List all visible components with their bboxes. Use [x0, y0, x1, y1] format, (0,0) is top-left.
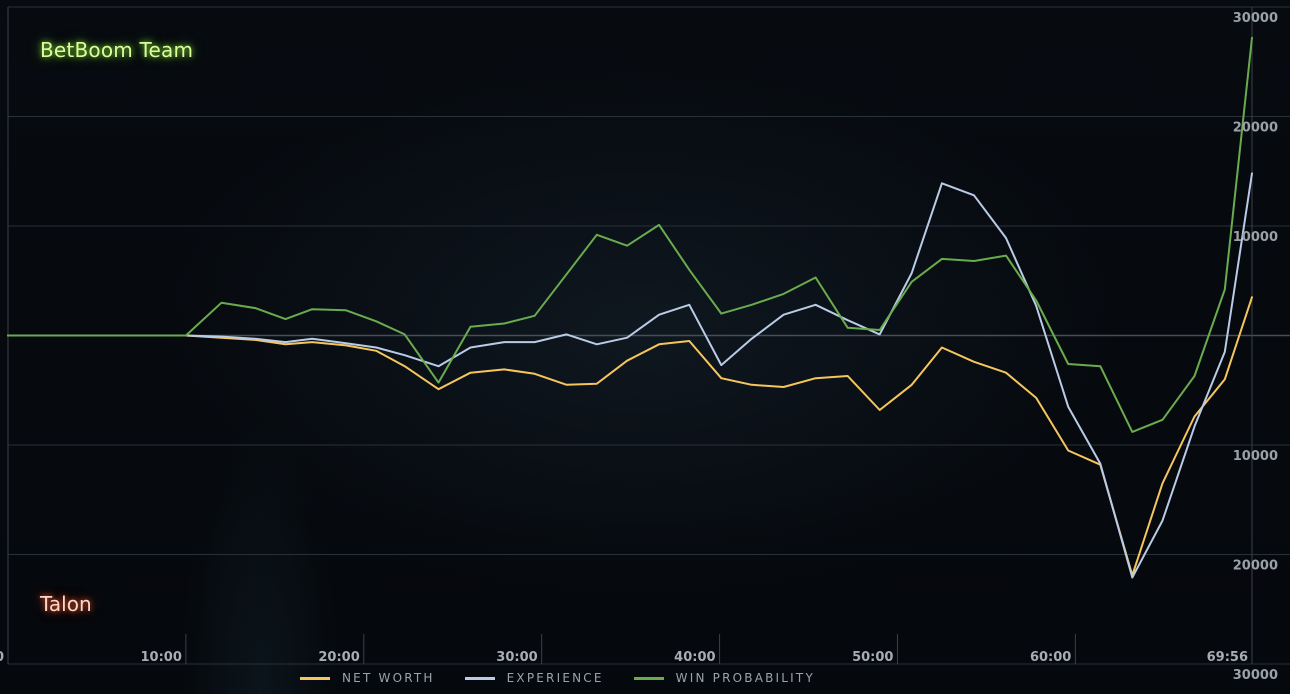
legend-item-net-worth[interactable]: NET WORTH — [300, 671, 435, 685]
y-tick-label: 20000 — [1233, 121, 1278, 136]
x-tick-label: 10:00 — [141, 650, 182, 665]
legend-item-win-probability[interactable]: WIN PROBABILITY — [633, 671, 815, 685]
series-line-win-probability — [7, 36, 1253, 433]
legend-item-experience[interactable]: EXPERIENCE — [464, 671, 604, 685]
x-tick-label: 69:56 — [1207, 650, 1248, 665]
x-tick-label: 50:00 — [852, 650, 893, 665]
x-tick-label: 60:00 — [1030, 650, 1071, 665]
background-glow — [180, 420, 340, 694]
legend-swatch-experience — [464, 676, 495, 680]
legend-swatch-win-probability — [633, 676, 664, 680]
y-tick-label: 30000 — [1233, 11, 1278, 26]
y-tick-label: 10000 — [1233, 449, 1278, 464]
axis-labels: 30000 20000 10000 10000 20000 30000 :00 10:00 20… — [0, 11, 1278, 683]
legend-label-experience: EXPERIENCE — [506, 671, 604, 685]
team-bottom-label: Talon — [40, 592, 92, 616]
x-tick-label: :00 — [0, 650, 4, 665]
legend-label-win-probability: WIN PROBABILITY — [675, 671, 815, 685]
y-tick-label: 20000 — [1233, 559, 1278, 574]
legend-label-net-worth: NET WORTH — [342, 671, 435, 685]
y-tick-label: 30000 — [1233, 668, 1278, 683]
chart-legend: NET WORTH EXPERIENCE WIN PROBABILITY — [300, 668, 815, 688]
team-top-label: BetBoom Team — [40, 38, 194, 62]
x-tick-label: 30:00 — [496, 650, 537, 665]
x-tick-label: 20:00 — [318, 650, 359, 665]
series-line-net-worth — [7, 296, 1253, 577]
y-tick-label: 10000 — [1233, 230, 1278, 245]
series-layer — [7, 36, 1253, 579]
series-line-experience — [7, 172, 1253, 579]
legend-swatch-net-worth — [300, 676, 330, 680]
grid-layer — [7, 6, 1290, 665]
x-tick-label: 40:00 — [674, 650, 715, 665]
